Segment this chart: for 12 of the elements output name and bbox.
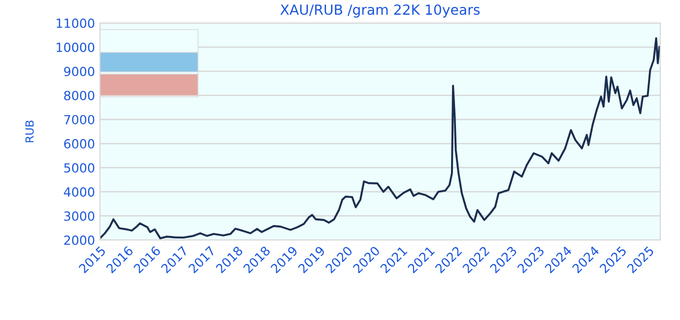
- y-tick-label: 11000: [56, 18, 94, 28]
- y-tick-label: 6000: [64, 139, 94, 148]
- y-tick-label: 9000: [64, 66, 94, 76]
- y-tick-label: 7000: [64, 114, 94, 124]
- y-tick-label: 4000: [64, 187, 94, 197]
- y-tick-label: 10000: [56, 42, 94, 52]
- y-tick-label: 2000: [64, 235, 94, 245]
- chart-title: XAU/RUB /gram 22K 10years: [280, 4, 480, 18]
- y-axis-title: RUB: [25, 120, 34, 142]
- y-tick-label: 8000: [64, 90, 94, 100]
- y-tick-label: 5000: [64, 163, 94, 173]
- y-tick-label: 3000: [64, 211, 94, 221]
